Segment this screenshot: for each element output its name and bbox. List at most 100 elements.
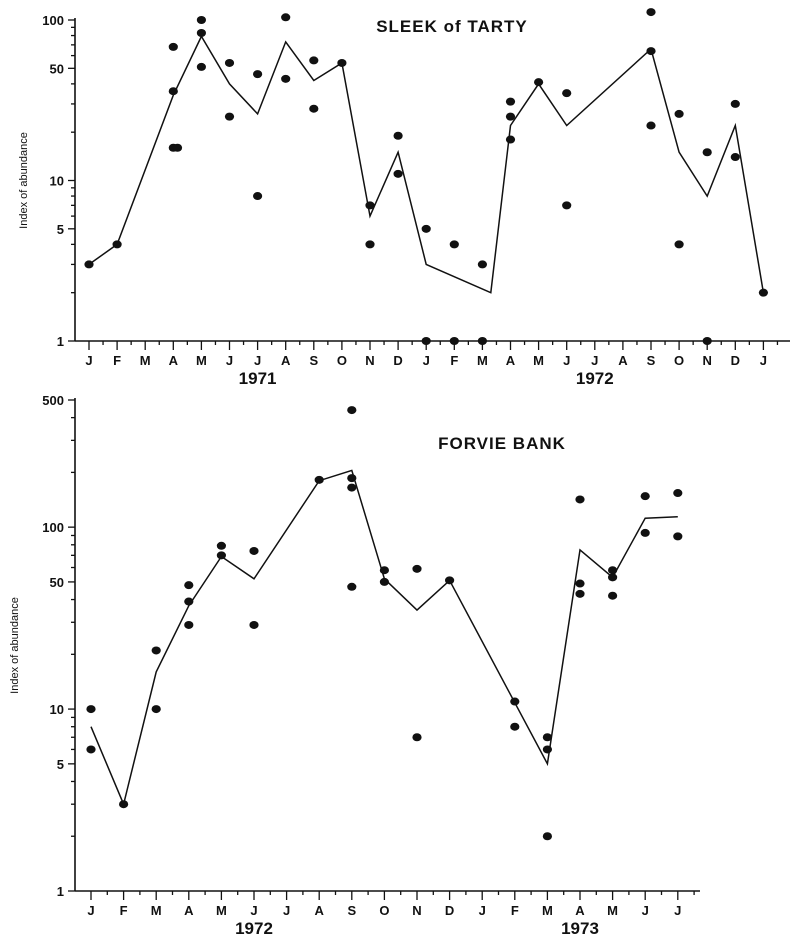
- data-point: [347, 582, 357, 591]
- y-tick-label: 5: [57, 222, 64, 237]
- data-point: [172, 143, 183, 152]
- data-point: [379, 566, 389, 575]
- x-tick-label: J: [85, 353, 92, 368]
- y-tick-label: 10: [50, 174, 64, 189]
- x-tick-label: A: [184, 903, 194, 918]
- data-point: [510, 722, 520, 731]
- data-point: [758, 288, 769, 297]
- y-tick-label: 5: [57, 757, 64, 772]
- x-tick-label: S: [347, 903, 356, 918]
- data-point: [702, 337, 712, 345]
- data-point: [309, 104, 319, 113]
- x-tick-label: J: [226, 353, 233, 368]
- x-tick-label: J: [87, 903, 94, 918]
- x-tick-label: D: [393, 353, 402, 368]
- x-tick-label: J: [283, 903, 290, 918]
- year-label: 1971: [239, 369, 277, 388]
- x-tick-label: A: [575, 903, 585, 918]
- x-tick-label: D: [445, 903, 454, 918]
- data-point: [253, 70, 263, 79]
- data-point: [86, 705, 96, 714]
- data-point: [216, 551, 226, 560]
- data-point: [542, 733, 553, 742]
- x-tick-label: F: [120, 903, 128, 918]
- data-point: [534, 78, 544, 87]
- data-point: [608, 566, 618, 575]
- data-point: [168, 42, 178, 51]
- data-point: [674, 109, 684, 118]
- x-tick-label: D: [731, 353, 740, 368]
- y-tick-label: 100: [42, 520, 64, 535]
- data-point: [365, 201, 375, 210]
- x-tick-label: M: [533, 353, 544, 368]
- data-point: [575, 579, 585, 588]
- data-point: [608, 591, 618, 600]
- data-point: [510, 697, 520, 706]
- year-label: 1973: [561, 919, 599, 938]
- x-tick-label: J: [591, 353, 598, 368]
- data-point: [184, 620, 194, 629]
- x-tick-label: M: [607, 903, 618, 918]
- y-tick-label: 1: [57, 334, 64, 349]
- year-label: 1972: [576, 369, 614, 388]
- data-point: [412, 564, 422, 573]
- data-point: [477, 337, 487, 345]
- data-point: [477, 260, 487, 269]
- data-point: [730, 153, 740, 162]
- x-tick-label: J: [642, 903, 649, 918]
- y-tick-label: 100: [42, 13, 64, 28]
- data-point: [196, 28, 206, 37]
- data-point: [168, 87, 178, 96]
- x-tick-label: M: [216, 903, 227, 918]
- x-tick-label: J: [250, 903, 257, 918]
- data-point: [86, 745, 96, 754]
- data-point: [412, 733, 422, 742]
- data-point: [674, 240, 684, 249]
- data-point: [640, 528, 650, 537]
- data-point: [151, 705, 161, 714]
- data-point: [449, 337, 459, 345]
- data-point: [184, 581, 194, 590]
- x-tick-label: N: [412, 903, 421, 918]
- data-point: [347, 483, 357, 492]
- data-point: [542, 832, 553, 841]
- data-point: [646, 121, 656, 130]
- series-line: [90, 469, 678, 807]
- data-point: [314, 475, 324, 484]
- y-tick-label: 50: [50, 61, 64, 76]
- data-point: [365, 240, 375, 249]
- data-point: [379, 577, 389, 586]
- x-tick-label: N: [365, 353, 374, 368]
- data-point: [249, 546, 259, 555]
- data-point: [562, 89, 572, 98]
- x-tick-label: A: [618, 353, 628, 368]
- x-tick-label: F: [450, 353, 458, 368]
- x-tick-label: S: [309, 353, 318, 368]
- data-point: [505, 97, 516, 106]
- data-point: [505, 135, 516, 144]
- data-point: [562, 201, 572, 210]
- data-point: [249, 620, 259, 629]
- x-tick-label: M: [542, 903, 553, 918]
- x-tick-label: M: [477, 353, 488, 368]
- data-point: [421, 224, 431, 233]
- y-tick-label: 10: [50, 702, 64, 717]
- data-point: [640, 492, 650, 501]
- x-tick-label: M: [151, 903, 162, 918]
- x-tick-label: M: [140, 353, 151, 368]
- data-point: [224, 58, 235, 67]
- chart-title: SLEEK of TARTY: [376, 17, 528, 36]
- x-tick-label: F: [113, 353, 121, 368]
- data-point: [575, 589, 585, 598]
- x-tick-label: J: [479, 903, 486, 918]
- data-point: [673, 489, 683, 498]
- data-point: [281, 74, 291, 83]
- data-point: [575, 495, 585, 504]
- data-point: [347, 474, 357, 483]
- y-tick-label: 1: [57, 884, 64, 899]
- data-point: [393, 131, 403, 140]
- data-point: [347, 406, 357, 415]
